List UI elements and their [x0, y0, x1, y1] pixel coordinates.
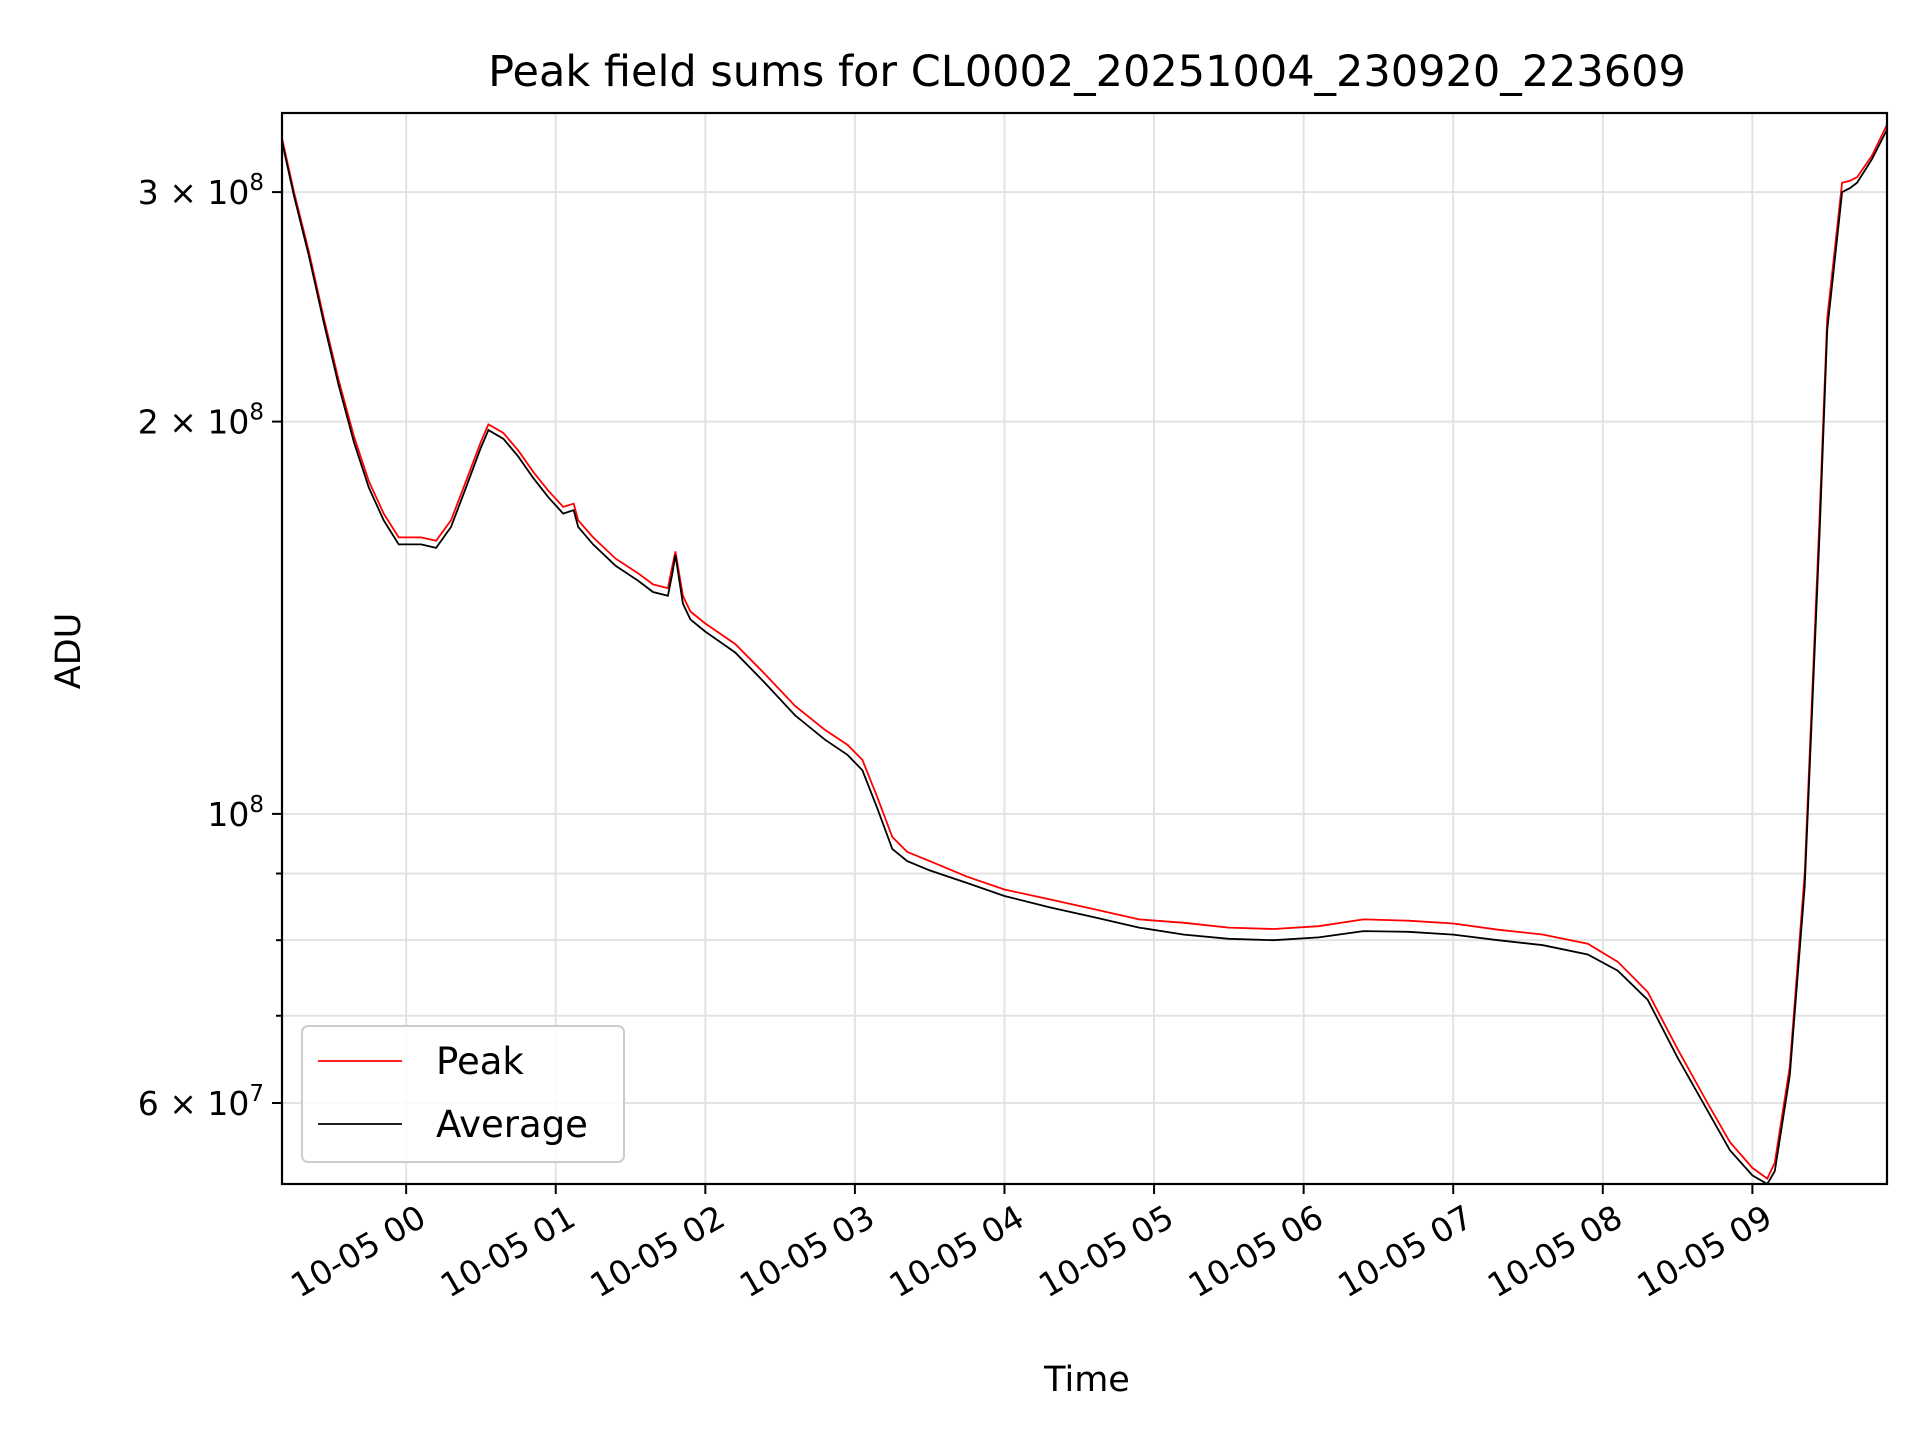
- legend-peak-label: Peak: [436, 1040, 524, 1083]
- x-tick-label: 10-05 09: [1630, 1197, 1778, 1305]
- legend-average-label: Average: [436, 1103, 588, 1146]
- x-axis-title: Time: [1043, 1360, 1130, 1400]
- chart-title: Peak field sums for CL0002_20251004_2309…: [488, 47, 1686, 97]
- y-tick-label: 6 × 107: [138, 1081, 264, 1123]
- y-axis: 3 × 108 2 × 108 108 6 × 107: [138, 170, 282, 1123]
- x-tick-label: 10-05 02: [583, 1197, 731, 1305]
- x-tick-label: 10-05 04: [882, 1197, 1030, 1305]
- legend: Peak Average: [301, 1025, 625, 1163]
- y-tick-label: 3 × 108: [138, 170, 264, 212]
- series-peak-line: [281, 124, 1888, 1180]
- y-axis-title: ADU: [49, 613, 89, 690]
- x-tick-label: 10-05 03: [733, 1197, 881, 1305]
- x-tick-label: 10-05 01: [434, 1197, 582, 1305]
- x-tick-label: 10-05 06: [1182, 1197, 1330, 1305]
- y-tick-label: 108: [207, 792, 264, 834]
- grid: [282, 113, 1887, 1184]
- x-tick-label: 10-05 08: [1481, 1197, 1629, 1305]
- series-average-line: [281, 129, 1888, 1186]
- x-axis: 10-05 00 10-05 01 10-05 02 10-05 03 10-05 04…: [284, 1184, 1778, 1305]
- plot-frame: [280, 111, 1889, 1186]
- x-tick-label: 10-05 07: [1331, 1197, 1479, 1305]
- y-tick-label: 2 × 108: [138, 400, 264, 442]
- plot-area: [281, 124, 1888, 1186]
- x-tick-label: 10-05 00: [284, 1197, 432, 1305]
- legend-box: [301, 1025, 625, 1163]
- x-tick-label: 10-05 05: [1032, 1197, 1180, 1305]
